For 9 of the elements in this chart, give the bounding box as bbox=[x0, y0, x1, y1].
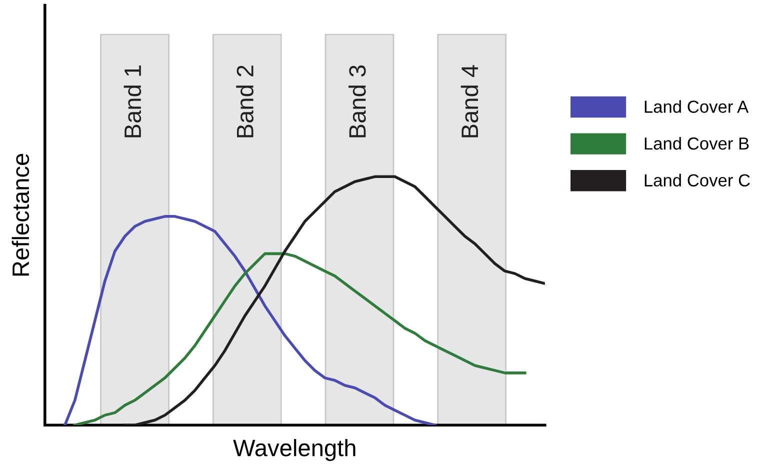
x-axis-title: Wavelength bbox=[233, 439, 356, 462]
text: Band 2 bbox=[236, 66, 254, 138]
y-axis-title: Reflectance bbox=[12, 154, 30, 276]
legend-label: Land Cover C bbox=[644, 174, 750, 186]
text: Band 4 bbox=[460, 65, 478, 138]
legend-label: Land Cover B bbox=[644, 136, 749, 150]
text: Band 3 bbox=[348, 65, 366, 138]
text: Band 1 bbox=[124, 66, 142, 138]
legend-label: Land Cover A bbox=[644, 100, 749, 113]
